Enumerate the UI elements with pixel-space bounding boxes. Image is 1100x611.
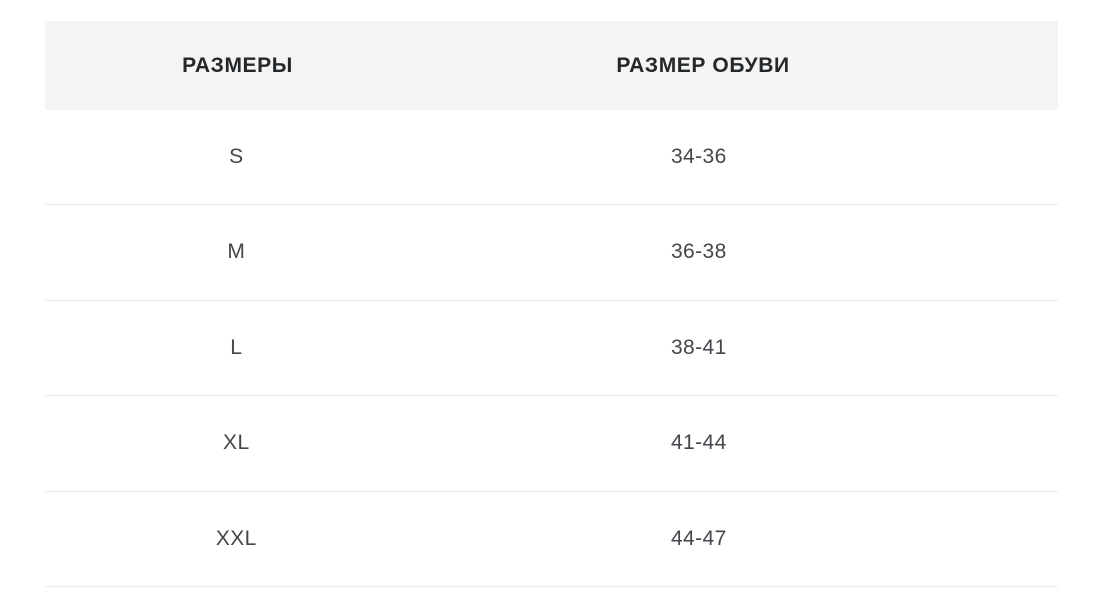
- table-row: S 34-36: [45, 110, 1058, 205]
- cell-shoe-size: 41-44: [670, 431, 727, 455]
- cell-shoe-size: 38-41: [670, 335, 727, 359]
- table-header-row: РАЗМЕРЫ РАЗМЕР ОБУВИ: [45, 21, 1058, 110]
- cell-shoe-size: 36-38: [670, 240, 727, 264]
- column-header-sizes: РАЗМЕРЫ: [182, 53, 293, 77]
- table-row: XXL 44-47: [45, 492, 1058, 587]
- cell-shoe-size: 34-36: [670, 145, 727, 168]
- size-chart-table: РАЗМЕРЫ РАЗМЕР ОБУВИ S 34-36 M 36-38 L 3…: [45, 21, 1058, 587]
- cell-size: XL: [223, 431, 250, 455]
- cell-size: XXL: [215, 526, 257, 550]
- table-row: XL 41-44: [45, 396, 1058, 492]
- cell-size: L: [230, 335, 243, 359]
- cell-shoe-size: 44-47: [670, 526, 727, 550]
- cell-size: M: [227, 240, 246, 264]
- table-body: S 34-36 M 36-38 L 38-41 XL 41-44 XXL 44-…: [45, 110, 1058, 587]
- table-row: L 38-41: [45, 301, 1058, 396]
- table-row: M 36-38: [45, 205, 1058, 301]
- cell-size: S: [229, 145, 244, 168]
- column-header-shoe-size: РАЗМЕР ОБУВИ: [616, 53, 790, 77]
